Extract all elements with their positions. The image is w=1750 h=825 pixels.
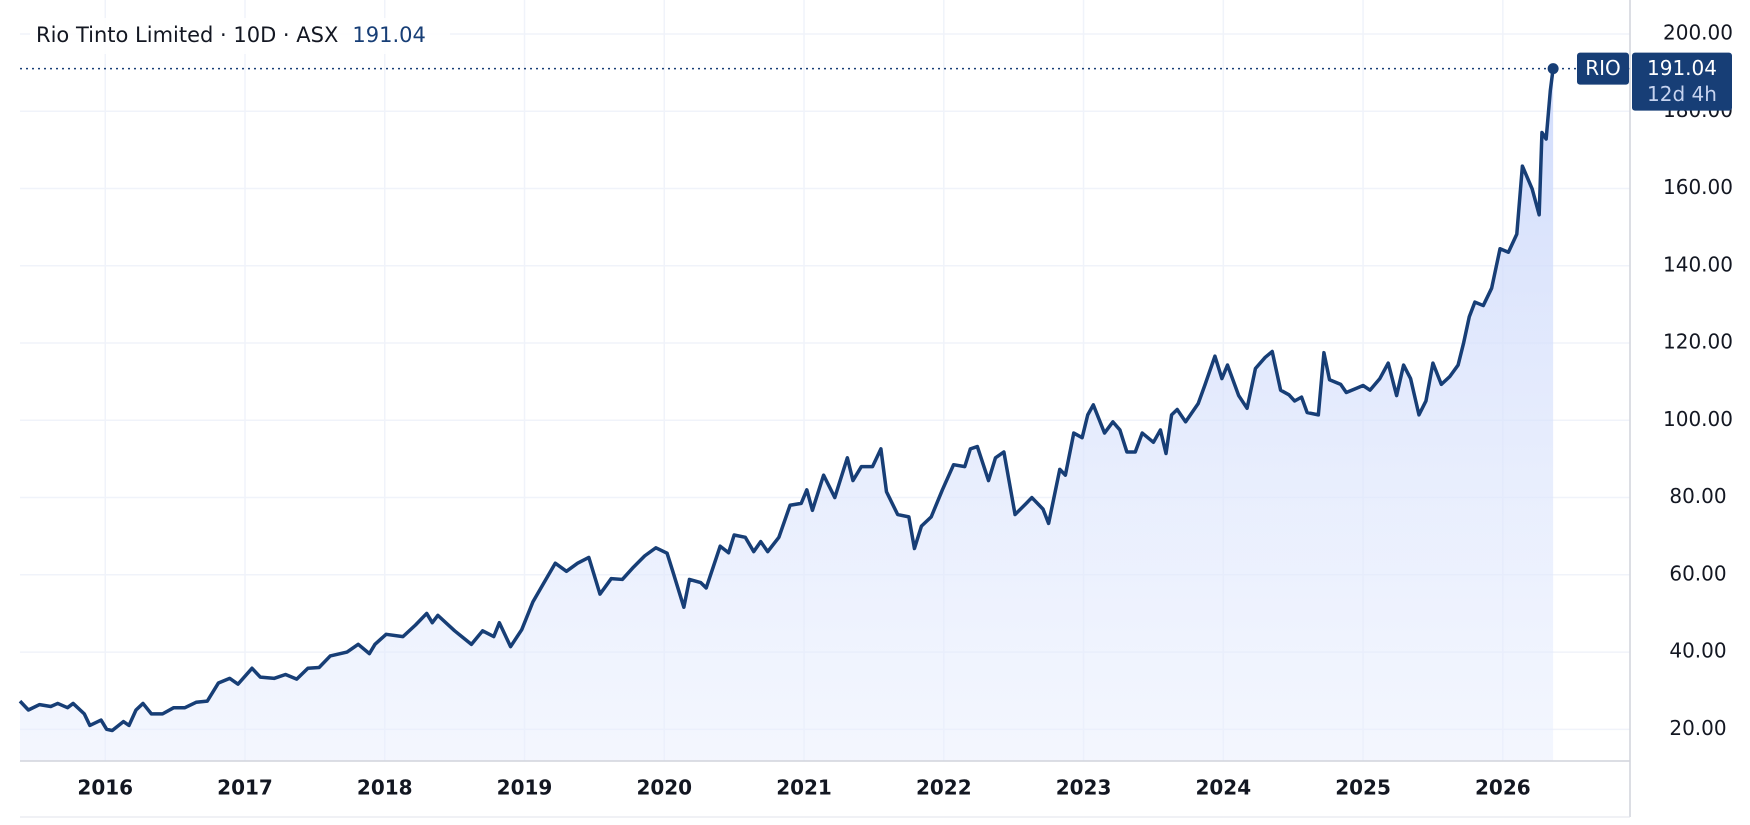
y-tick-label: 200.00 (1663, 20, 1733, 44)
x-tick-label: 2020 (636, 776, 692, 800)
x-tick-label: 2025 (1335, 776, 1391, 800)
plot (18, 63, 1630, 762)
price-tag (1632, 52, 1732, 111)
countdown: 12d 4h (1647, 82, 1717, 106)
y-tick-label: 120.00 (1663, 330, 1733, 354)
series-tag (1577, 52, 1629, 85)
y-tick-label: 20.00 (1669, 716, 1726, 740)
y-tick-label: 140.00 (1663, 252, 1733, 276)
legend-bg (30, 18, 450, 54)
y-tick-label: 40.00 (1669, 639, 1726, 663)
last-point (1547, 63, 1559, 75)
x-tick-label: 2024 (1195, 776, 1251, 800)
line (18, 68, 1555, 733)
x-tick-label: 2026 (1475, 776, 1531, 800)
y-tick-label: 80.00 (1669, 484, 1726, 508)
x-tick-label: 2016 (77, 776, 133, 800)
x-tick-label: 2019 (497, 776, 553, 800)
x-tick-label: 2022 (916, 776, 972, 800)
series-name: RIO (1585, 56, 1621, 80)
y-tick-label: 160.00 (1663, 175, 1733, 199)
header-price: 191.04 (352, 23, 425, 47)
x-tick-label: 2017 (217, 776, 273, 800)
x-tick-label: 2023 (1056, 776, 1112, 800)
area (20, 68, 1554, 762)
labels: 20.00 40.00 60.00 80.00 100.00 120.00 140.00 16… (77, 20, 1733, 799)
price-tag-value: 191.04 (1647, 56, 1717, 80)
x-tick-label: 2018 (357, 776, 413, 800)
y-tick-label: 100.00 (1663, 407, 1733, 431)
y-tick-label: 60.00 (1669, 561, 1726, 585)
chart-title: Rio Tinto Limited · 10D · ASX (36, 23, 338, 47)
x-tick-label: 2021 (776, 776, 832, 800)
